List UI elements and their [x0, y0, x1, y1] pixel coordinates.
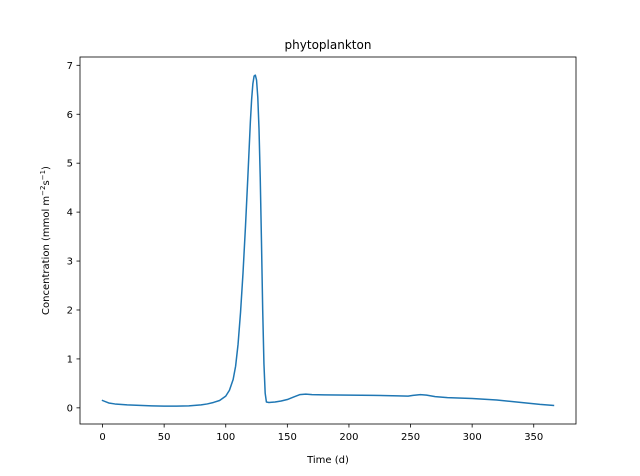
y-tick-label-7: 7: [67, 61, 73, 72]
chart-title: phytoplankton: [285, 38, 372, 52]
x-axis: 0 50 100 150 200 250 300 350: [99, 424, 543, 443]
x-tick-label-0: 0: [99, 432, 105, 443]
plot-area: [80, 57, 576, 424]
x-axis-label: Time (d): [306, 455, 349, 466]
y-axis-label-sup-1: −2: [39, 186, 47, 196]
x-tick-label-150: 150: [278, 432, 297, 443]
y-axis-label-sup-2: −1: [39, 170, 47, 180]
y-tick-label-2: 2: [67, 305, 73, 316]
series-layer: [101, 74, 555, 407]
x-tick-label-350: 350: [524, 432, 543, 443]
y-axis-label-prefix: Concentration (mmol m: [41, 196, 52, 315]
y-tick-label-3: 3: [67, 257, 73, 268]
y-axis: 0 1 2 3 4 5 6 7: [67, 61, 80, 414]
y-tick-label-6: 6: [67, 110, 73, 121]
y-axis-label-mid: s: [41, 180, 52, 185]
y-tick-label-4: 4: [67, 208, 73, 219]
series-line-phytoplankton: [101, 74, 555, 407]
y-tick-label-5: 5: [67, 159, 73, 170]
x-tick-label-250: 250: [401, 432, 420, 443]
y-tick-label-1: 1: [67, 354, 73, 365]
x-tick-label-50: 50: [158, 432, 171, 443]
y-axis-label-suffix: ): [41, 166, 52, 170]
plot-frame: [79, 56, 577, 425]
y-tick-label-0: 0: [67, 403, 73, 414]
x-tick-label-200: 200: [339, 432, 358, 443]
y-axis-label: Concentration (mmol m−2s−1): [39, 166, 52, 315]
x-tick-label-100: 100: [216, 432, 235, 443]
x-tick-label-300: 300: [463, 432, 482, 443]
